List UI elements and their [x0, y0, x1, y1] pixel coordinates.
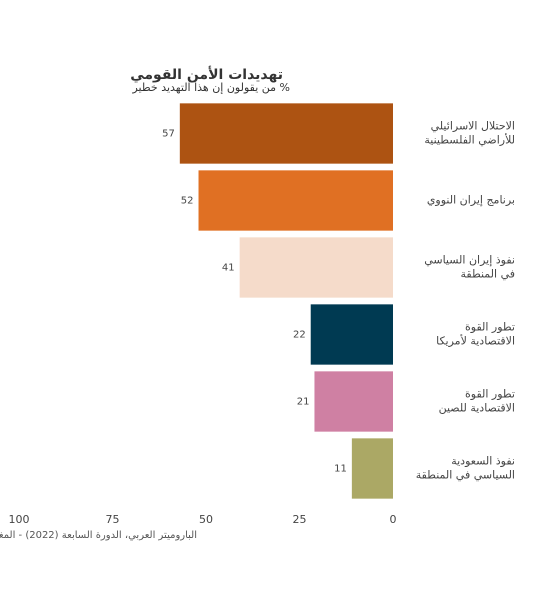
category-label: نفوذ السعودية [451, 455, 515, 468]
category-label: للأراضي الفلسطينية [424, 133, 515, 147]
x-tick-label: 50 [199, 513, 213, 526]
value-label: 22 [293, 330, 306, 341]
source-note: الباروميتر العربي، الدورة السابعة (2022)… [0, 530, 197, 541]
value-label: 11 [334, 464, 347, 475]
x-tick-label: 25 [293, 513, 307, 526]
category-label: برنامج إيران النووي [427, 194, 515, 207]
value-label: 57 [162, 129, 175, 140]
category-label: نفوذ إيران السياسي [424, 254, 515, 267]
value-label: 41 [222, 263, 235, 274]
bar [314, 371, 393, 432]
chart-title: تهديدات الأمن القومي [130, 66, 283, 83]
category-label: الاقتصادية لأمريكا [436, 334, 515, 348]
category-label: تطور القوة [465, 388, 515, 401]
category-label: تطور القوة [465, 321, 515, 334]
category-label: الاحتلال الاسرائيلي [431, 120, 515, 133]
x-tick-label: 75 [106, 513, 120, 526]
bar [179, 103, 393, 164]
bar [239, 237, 393, 298]
category-label: في المنطقة [461, 268, 516, 281]
value-label: 21 [297, 397, 310, 408]
value-label: 52 [181, 196, 194, 207]
bar [198, 170, 393, 231]
x-tick-label: 100 [9, 513, 30, 526]
category-label: الاقتصادية للصين [439, 402, 515, 415]
chart-subtitle: % من يقولون إن هذا التهديد خطير [131, 81, 290, 94]
bar [310, 304, 393, 365]
category-label: السياسي في المنطقة [416, 469, 515, 482]
bar [351, 438, 393, 499]
x-tick-label: 0 [390, 513, 397, 526]
